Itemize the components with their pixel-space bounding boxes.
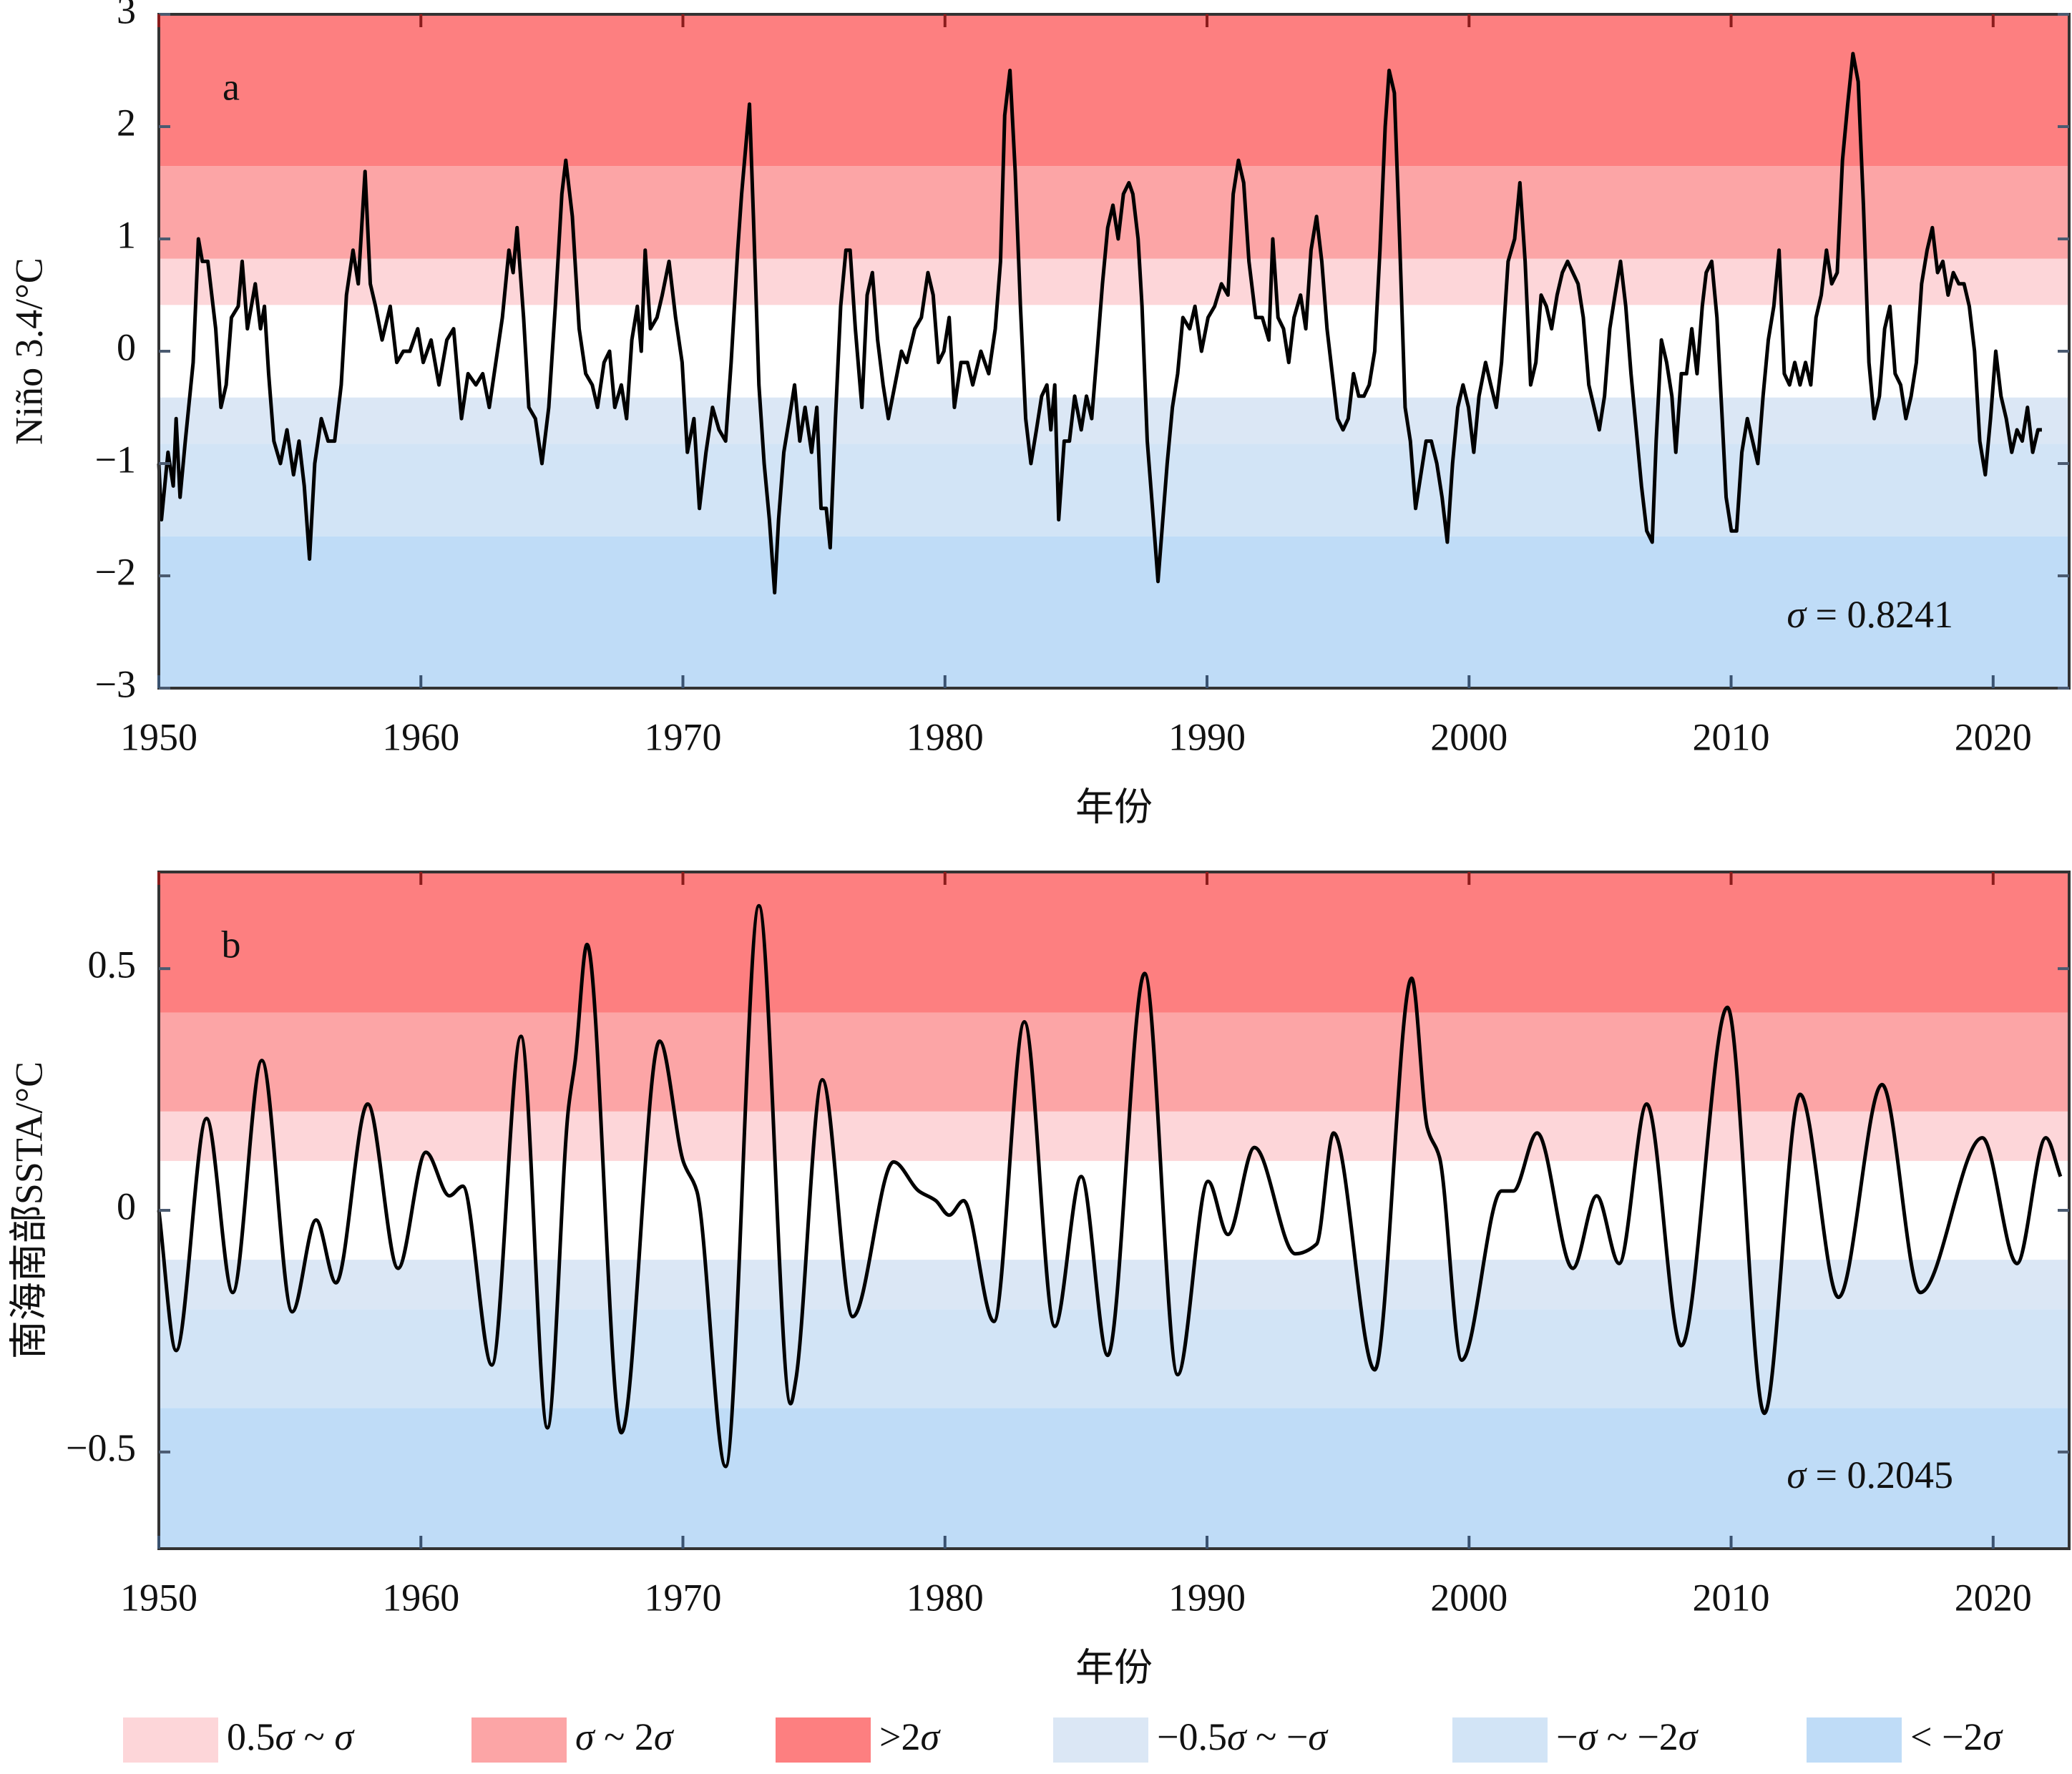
y-tick-label: −3: [95, 662, 136, 705]
data-line: [157, 903, 2063, 1469]
y-tick-label: 0: [117, 1185, 136, 1227]
x-tick-label: 1990: [1168, 715, 1246, 758]
x-tick-label: 1980: [906, 1576, 984, 1619]
legend-label: σ ~ 2σ: [575, 1715, 675, 1758]
sigma-band: [159, 1111, 2069, 1161]
sigma-band: [159, 1012, 2069, 1112]
panel-label: b: [222, 923, 241, 966]
x-tick-label: 1990: [1168, 1576, 1246, 1619]
sigma-band: [159, 397, 2069, 444]
legend-label: < −2σ: [1910, 1715, 2003, 1758]
sigma-band: [159, 258, 2069, 305]
y-tick-label: −2: [95, 550, 136, 593]
x-tick-label: 1970: [645, 1576, 722, 1619]
y-tick-label: −1: [95, 438, 136, 481]
x-tick-label: 2000: [1430, 715, 1507, 758]
y-axis-title: 南海南部SSTA/°C: [7, 1062, 50, 1359]
sigma-label: σ = 0.8241: [1787, 593, 1953, 636]
x-axis-title: 年份: [1075, 785, 1153, 828]
sigma-label: σ = 0.2045: [1787, 1454, 1953, 1496]
x-tick-label: 2010: [1693, 1576, 1770, 1619]
y-tick-label: 2: [117, 101, 136, 144]
y-axis-title: Niño 3.4/°C: [7, 258, 50, 445]
legend-label: −0.5σ ~ −σ: [1157, 1715, 1329, 1758]
x-tick-label: 1950: [120, 715, 197, 758]
x-tick-label: 1960: [382, 1576, 459, 1619]
x-tick-label: 1980: [906, 715, 984, 758]
sigma-band: [159, 444, 2069, 536]
x-tick-label: 2000: [1430, 1576, 1507, 1619]
legend-swatch: [1053, 1717, 1148, 1763]
sigma-band: [159, 14, 2069, 167]
legend-swatch: [123, 1717, 218, 1763]
x-tick-label: 1950: [120, 1576, 197, 1619]
x-tick-label: 2010: [1693, 715, 1770, 758]
x-tick-label: 2020: [1955, 1576, 2032, 1619]
y-tick-label: 0: [117, 325, 136, 368]
legend-swatch: [471, 1717, 567, 1763]
legend-label: 0.5σ ~ σ: [227, 1715, 355, 1758]
x-axis-title: 年份: [1075, 1646, 1153, 1689]
legend-swatch: [1452, 1717, 1548, 1763]
legend-swatch: [1807, 1717, 1902, 1763]
y-tick-label: 3: [117, 0, 136, 31]
y-tick-label: −0.5: [66, 1426, 136, 1469]
legend-swatch: [776, 1717, 871, 1763]
sigma-band: [159, 872, 2069, 1013]
sigma-band: [159, 536, 2069, 688]
panel-label: a: [223, 65, 240, 108]
data-line: [157, 52, 2042, 595]
y-tick-label: 1: [117, 213, 136, 256]
sigma-band: [159, 1408, 2069, 1549]
legend-label: >2σ: [879, 1715, 941, 1758]
x-tick-label: 1970: [645, 715, 722, 758]
x-tick-label: 2020: [1955, 715, 2032, 758]
y-tick-label: 0.5: [88, 944, 137, 986]
legend-label: −σ ~ −2σ: [1556, 1715, 1699, 1758]
x-tick-label: 1960: [382, 715, 459, 758]
